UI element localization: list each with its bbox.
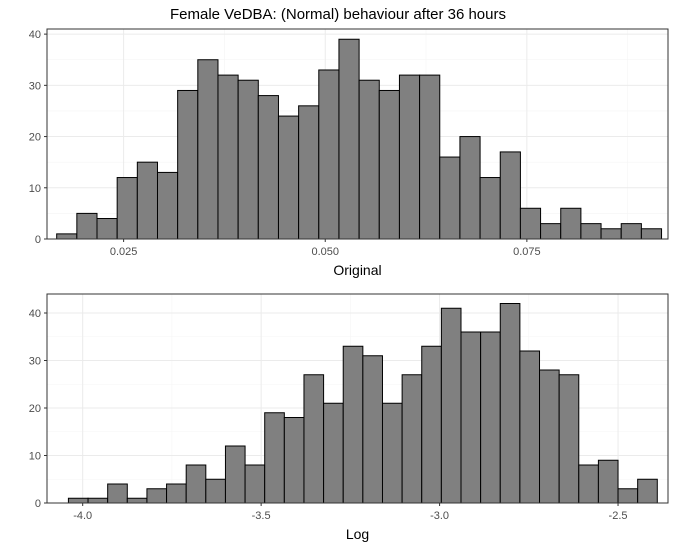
histogram-bar [460,331,482,504]
histogram-bar [67,497,89,504]
histogram-bar [362,355,383,504]
x-tick-label: 0.075 [513,246,541,258]
histogram-bar [342,345,364,504]
histogram-bar [540,223,562,240]
panel-border [46,28,669,240]
histogram-bar [519,207,542,240]
y-tick-label: 40 [29,29,41,41]
histogram-bar [303,374,325,504]
histogram-bar [224,445,246,504]
histogram-bar [558,374,580,504]
y-tick-label: 0 [35,234,41,246]
histogram-bar [76,212,98,240]
x-tick-label: 0.025 [110,246,138,258]
histogram-bar [177,89,199,240]
x-axis-title-log: Log [346,526,369,542]
histogram-original-panel: 0 10 20 30 40 0.025 0.050 0.075 Original [29,28,669,278]
histogram-bar [277,115,300,240]
x-tick-label: -4.0 [73,510,92,522]
histogram-bar [480,331,501,504]
histogram-bar [439,156,461,240]
histogram-bar [107,483,128,504]
histogram-bar [298,105,320,240]
histogram-bar [381,402,403,504]
histogram-bar [244,464,266,504]
histogram-bar [620,223,642,240]
x-tick-label: 0.050 [311,246,339,258]
y-tick-label: 10 [29,451,41,463]
histogram-bar [560,207,582,240]
histogram-bar [217,74,239,240]
x-axis-log: -4.0 -3.5 -3.0 -2.5 [73,503,628,522]
figure-title: Female VeDBA: (Normal) behaviour after 3… [170,6,506,23]
histogram-bar [338,38,360,240]
y-tick-label: 40 [29,308,41,320]
y-axis-original: 0 10 20 30 40 [29,29,47,246]
histogram-bar [264,412,285,504]
histogram-bar [56,233,78,240]
histogram-bar [197,59,219,240]
x-tick-label: -2.5 [609,510,628,522]
histogram-bar [421,345,442,504]
histogram-bar [166,483,187,504]
histogram-bar [479,177,501,240]
bars-log [67,303,658,504]
histogram-bar [499,303,521,504]
histogram-bar [519,350,541,504]
histogram-bar [185,464,207,504]
y-tick-label: 30 [29,80,41,92]
histogram-bar [401,374,423,504]
histogram-bar [87,497,109,504]
histogram-bar [126,497,148,504]
y-tick-label: 20 [29,132,41,144]
y-tick-label: 0 [35,498,41,510]
histogram-bar [440,307,462,504]
y-axis-log: 0 10 20 30 40 [29,308,47,510]
x-axis-title-original: Original [333,262,381,278]
histogram-bar [205,478,226,504]
histogram-bar [156,171,179,240]
histogram-bar [419,74,441,240]
histogram-bar [597,459,619,504]
histogram-bar [539,369,560,504]
histogram-bar [459,136,481,240]
x-axis-original: 0.025 0.050 0.075 [110,239,541,258]
histogram-bar [600,228,622,240]
histogram-bar [96,218,118,240]
histogram-bar [116,177,138,240]
histogram-bar [398,74,421,240]
histogram-bar [323,402,344,504]
y-tick-label: 20 [29,403,41,415]
histogram-bar [318,69,340,240]
panel-border [46,293,669,504]
histogram-bar [358,79,380,240]
y-tick-label: 10 [29,183,41,195]
histogram-bar [617,488,639,504]
histogram-bar [257,95,279,240]
bars-original [56,38,663,240]
histogram-bar [136,161,158,240]
histogram-bar [580,223,602,240]
x-tick-label: -3.0 [430,510,449,522]
histogram-bar [237,79,259,240]
histogram-bar [499,151,521,240]
histogram-bar [637,478,658,504]
histogram-log-panel: 0 10 20 30 40 -4.0 -3.5 -3.0 -2.5 Log [29,293,669,542]
y-tick-label: 30 [29,356,41,368]
histogram-bar [378,89,400,240]
histogram-bar [640,228,663,240]
histogram-bar [146,488,168,504]
x-tick-label: -3.5 [252,510,271,522]
histogram-bar [578,464,599,504]
histogram-bar [283,417,305,504]
